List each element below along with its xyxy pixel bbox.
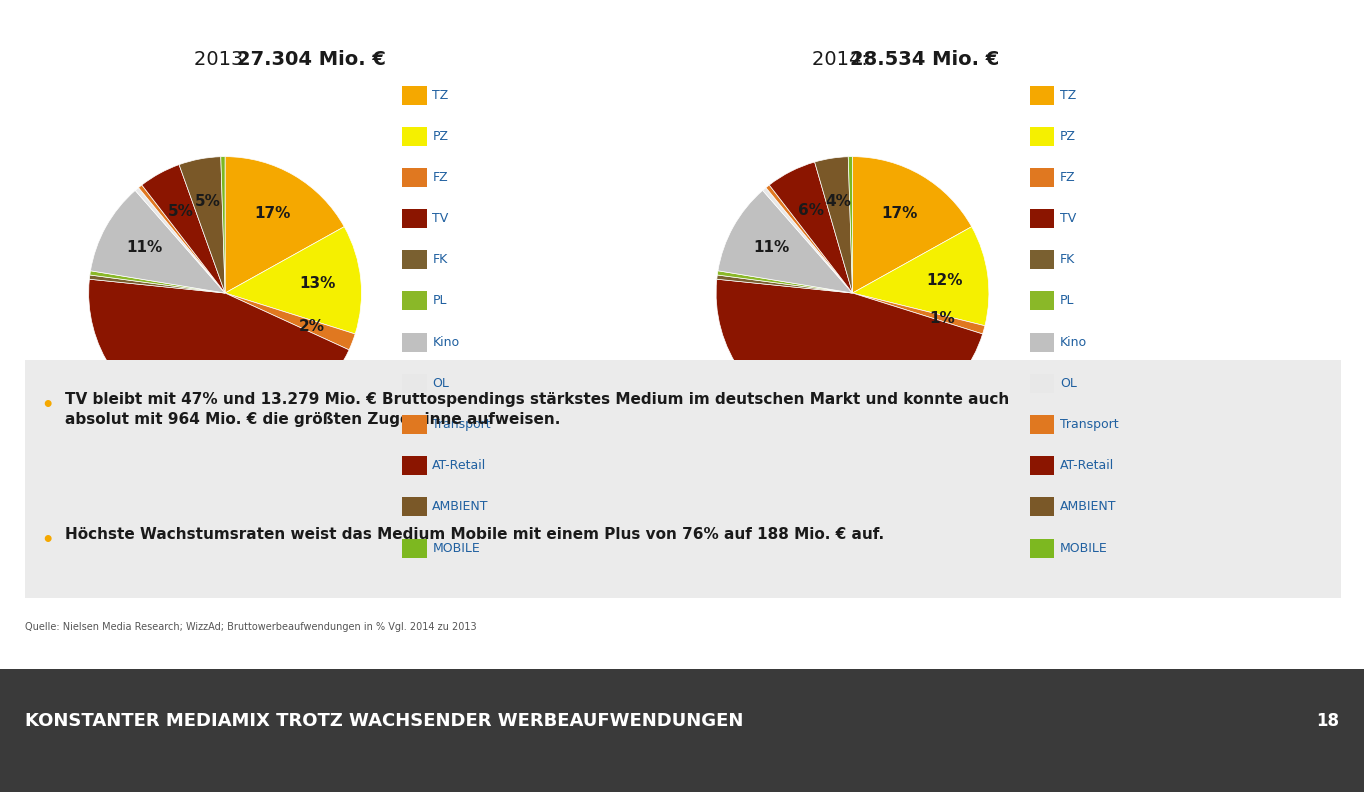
Text: 17%: 17% — [254, 206, 291, 221]
Text: MOBILE: MOBILE — [1060, 542, 1108, 554]
Text: TV bleibt mit 47% und 13.279 Mio. € Bruttospendings stärkstes Medium im deutsche: TV bleibt mit 47% und 13.279 Mio. € Brut… — [65, 392, 1009, 427]
Text: Transport: Transport — [1060, 418, 1118, 431]
Wedge shape — [179, 157, 225, 293]
Text: AT-Retail: AT-Retail — [432, 459, 487, 472]
Text: 6%: 6% — [798, 203, 824, 218]
Text: 28.534 Mio. €: 28.534 Mio. € — [850, 50, 1000, 69]
Wedge shape — [852, 227, 989, 326]
Wedge shape — [90, 275, 225, 293]
Wedge shape — [225, 227, 361, 334]
Text: AT-Retail: AT-Retail — [1060, 459, 1114, 472]
Wedge shape — [225, 293, 355, 350]
Wedge shape — [716, 280, 982, 429]
Text: 5%: 5% — [168, 204, 194, 219]
Wedge shape — [852, 157, 971, 293]
Wedge shape — [135, 188, 225, 293]
Wedge shape — [767, 185, 852, 293]
Wedge shape — [139, 185, 225, 293]
Text: 2014:: 2014: — [812, 50, 874, 69]
Text: TV: TV — [1060, 212, 1076, 225]
Text: 47%: 47% — [816, 376, 852, 391]
Text: PL: PL — [1060, 295, 1075, 307]
Text: TZ: TZ — [1060, 89, 1076, 101]
Text: 27.304 Mio. €: 27.304 Mio. € — [236, 50, 386, 69]
Text: Quelle: Nielsen Media Research; WizzAd; Bruttowerbeaufwendungen in % Vgl. 2014 z: Quelle: Nielsen Media Research; WizzAd; … — [25, 622, 476, 632]
Text: Höchste Wachstumsraten weist das Medium Mobile mit einem Plus von 76% auf 188 Mi: Höchste Wachstumsraten weist das Medium … — [65, 527, 885, 542]
Wedge shape — [717, 190, 852, 293]
Text: KONSTANTER MEDIAMIX TROTZ WACHSENDER WERBEAUFWENDUNGEN: KONSTANTER MEDIAMIX TROTZ WACHSENDER WER… — [25, 712, 743, 729]
Wedge shape — [90, 190, 225, 293]
Text: FZ: FZ — [432, 171, 447, 184]
Wedge shape — [89, 280, 349, 429]
Text: 17%: 17% — [881, 206, 918, 221]
Text: FZ: FZ — [1060, 171, 1075, 184]
Text: 2013:: 2013: — [194, 50, 256, 69]
Text: Kino: Kino — [1060, 336, 1087, 348]
Text: TV: TV — [432, 212, 449, 225]
Text: 11%: 11% — [753, 241, 790, 256]
Text: 45%: 45% — [183, 375, 220, 390]
Text: TZ: TZ — [432, 89, 449, 101]
Text: 11%: 11% — [125, 241, 162, 256]
Wedge shape — [717, 275, 852, 293]
Text: 13%: 13% — [299, 276, 336, 291]
Text: •: • — [41, 396, 53, 415]
Text: 12%: 12% — [926, 273, 963, 288]
Wedge shape — [142, 165, 225, 293]
Text: 4%: 4% — [825, 194, 851, 209]
Wedge shape — [769, 162, 852, 293]
Text: 18: 18 — [1316, 712, 1339, 729]
Wedge shape — [221, 157, 225, 293]
Wedge shape — [848, 157, 852, 293]
Text: PZ: PZ — [432, 130, 449, 143]
Text: OL: OL — [432, 377, 449, 390]
Wedge shape — [225, 157, 344, 293]
Text: 1%: 1% — [929, 310, 955, 326]
Text: Kino: Kino — [432, 336, 460, 348]
Text: 2%: 2% — [299, 319, 325, 334]
Text: PZ: PZ — [1060, 130, 1076, 143]
Text: MOBILE: MOBILE — [432, 542, 480, 554]
Text: FK: FK — [1060, 253, 1075, 266]
Wedge shape — [717, 271, 852, 293]
Text: 5%: 5% — [195, 194, 221, 209]
Text: •: • — [41, 531, 53, 550]
Wedge shape — [814, 157, 852, 293]
Wedge shape — [852, 293, 985, 334]
Text: PL: PL — [432, 295, 447, 307]
Text: FK: FK — [432, 253, 447, 266]
Text: OL: OL — [1060, 377, 1076, 390]
Wedge shape — [90, 271, 225, 293]
Text: AMBIENT: AMBIENT — [432, 501, 488, 513]
Text: Transport: Transport — [432, 418, 491, 431]
Wedge shape — [762, 188, 852, 293]
Text: AMBIENT: AMBIENT — [1060, 501, 1116, 513]
